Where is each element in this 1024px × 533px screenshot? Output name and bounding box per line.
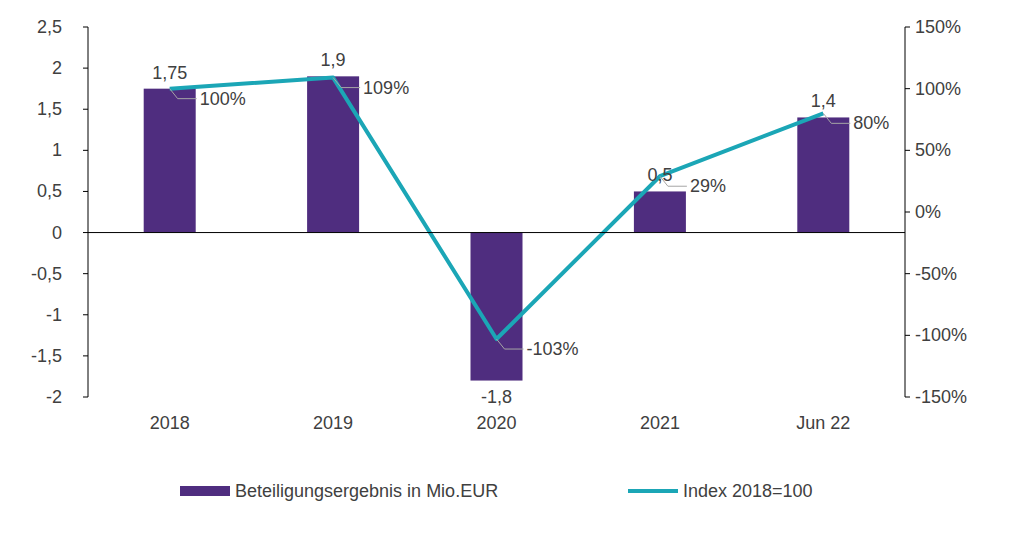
y-tick xyxy=(83,68,88,69)
y2-tick-label: 150% xyxy=(915,17,961,37)
y2-tick xyxy=(905,212,910,213)
y-tick-label: 0 xyxy=(52,223,62,243)
bar-data-label: 1,75 xyxy=(152,63,187,83)
y-tick-label: -2 xyxy=(46,387,62,407)
y-tick-label: 0,5 xyxy=(37,181,62,201)
y2-tick xyxy=(905,150,910,151)
y2-tick xyxy=(905,273,910,274)
marks xyxy=(144,76,850,380)
y-tick xyxy=(83,109,88,110)
y-tick-label: 2 xyxy=(52,58,62,78)
line-data-label: 100% xyxy=(200,89,246,109)
y2-tick-label: 50% xyxy=(915,140,951,160)
y-tick xyxy=(83,314,88,315)
y-tick-label: 1,5 xyxy=(37,99,62,119)
y2-tick-label: 0% xyxy=(915,202,941,222)
data-labels: 1,75 1,9 -1,8 0,5 1,4 100% 109% -103% 29% 80% xyxy=(152,50,889,406)
leader-line xyxy=(660,176,687,186)
y-tick-label: -1,5 xyxy=(31,346,62,366)
chart: 2,5 2 1,5 1 0,5 0 -0,5 -1 -1,5 -2 150% 100% 50% 0% -50… xyxy=(0,0,1024,533)
y2-tick xyxy=(905,88,910,89)
y-tick xyxy=(83,232,88,233)
y-tick xyxy=(83,27,88,28)
x-tick-label: 2019 xyxy=(313,413,353,433)
leader-line xyxy=(497,339,524,349)
legend-label: Beteiligungsergebnis in Mio.EUR xyxy=(235,481,498,501)
x-tick-label: 2020 xyxy=(476,413,516,433)
y2-tick-label: 100% xyxy=(915,79,961,99)
y-axis-line xyxy=(88,27,89,397)
y2-tick xyxy=(905,335,910,336)
y-tick-label: 1 xyxy=(52,140,62,160)
bar-data-label: -1,8 xyxy=(481,387,512,407)
y-tick xyxy=(83,150,88,151)
x-tick-label: Jun 22 xyxy=(796,413,850,433)
line-data-label: -103% xyxy=(527,339,579,359)
y2-tick-label: -100% xyxy=(915,325,967,345)
y-tick xyxy=(83,355,88,356)
y2-tick-label: -50% xyxy=(915,264,957,284)
bar-data-label: 0,5 xyxy=(647,165,672,185)
bar xyxy=(634,191,686,232)
x-tick-label: 2021 xyxy=(640,413,680,433)
legend: Beteiligungsergebnis in Mio.EUR Index 201… xyxy=(180,481,813,501)
legend-label: Index 2018=100 xyxy=(683,481,813,501)
y2-tick-label: -150% xyxy=(915,387,967,407)
y2-tick xyxy=(905,397,910,398)
y-tick xyxy=(83,273,88,274)
bar xyxy=(307,76,359,232)
leader-line xyxy=(333,78,360,88)
bar xyxy=(797,117,849,232)
line-data-label: 109% xyxy=(363,78,409,98)
line-data-label: 80% xyxy=(853,113,889,133)
y-tick xyxy=(83,191,88,192)
legend-swatch xyxy=(628,489,678,493)
y-tick-label: -0,5 xyxy=(31,264,62,284)
x-tick-label: 2018 xyxy=(150,413,190,433)
y2-tick xyxy=(905,27,910,28)
line-data-label: 29% xyxy=(690,176,726,196)
leader-line xyxy=(170,89,197,99)
y-tick-label: -1 xyxy=(46,305,62,325)
index-line xyxy=(170,78,824,339)
leader-line xyxy=(823,113,850,123)
bar xyxy=(144,89,196,233)
bar-data-label: 1,9 xyxy=(321,50,346,70)
x-axis-line xyxy=(88,232,905,233)
y-tick-label: 2,5 xyxy=(37,17,62,37)
bar-data-label: 1,4 xyxy=(811,91,836,111)
legend-swatch xyxy=(180,486,230,496)
y-tick xyxy=(83,397,88,398)
